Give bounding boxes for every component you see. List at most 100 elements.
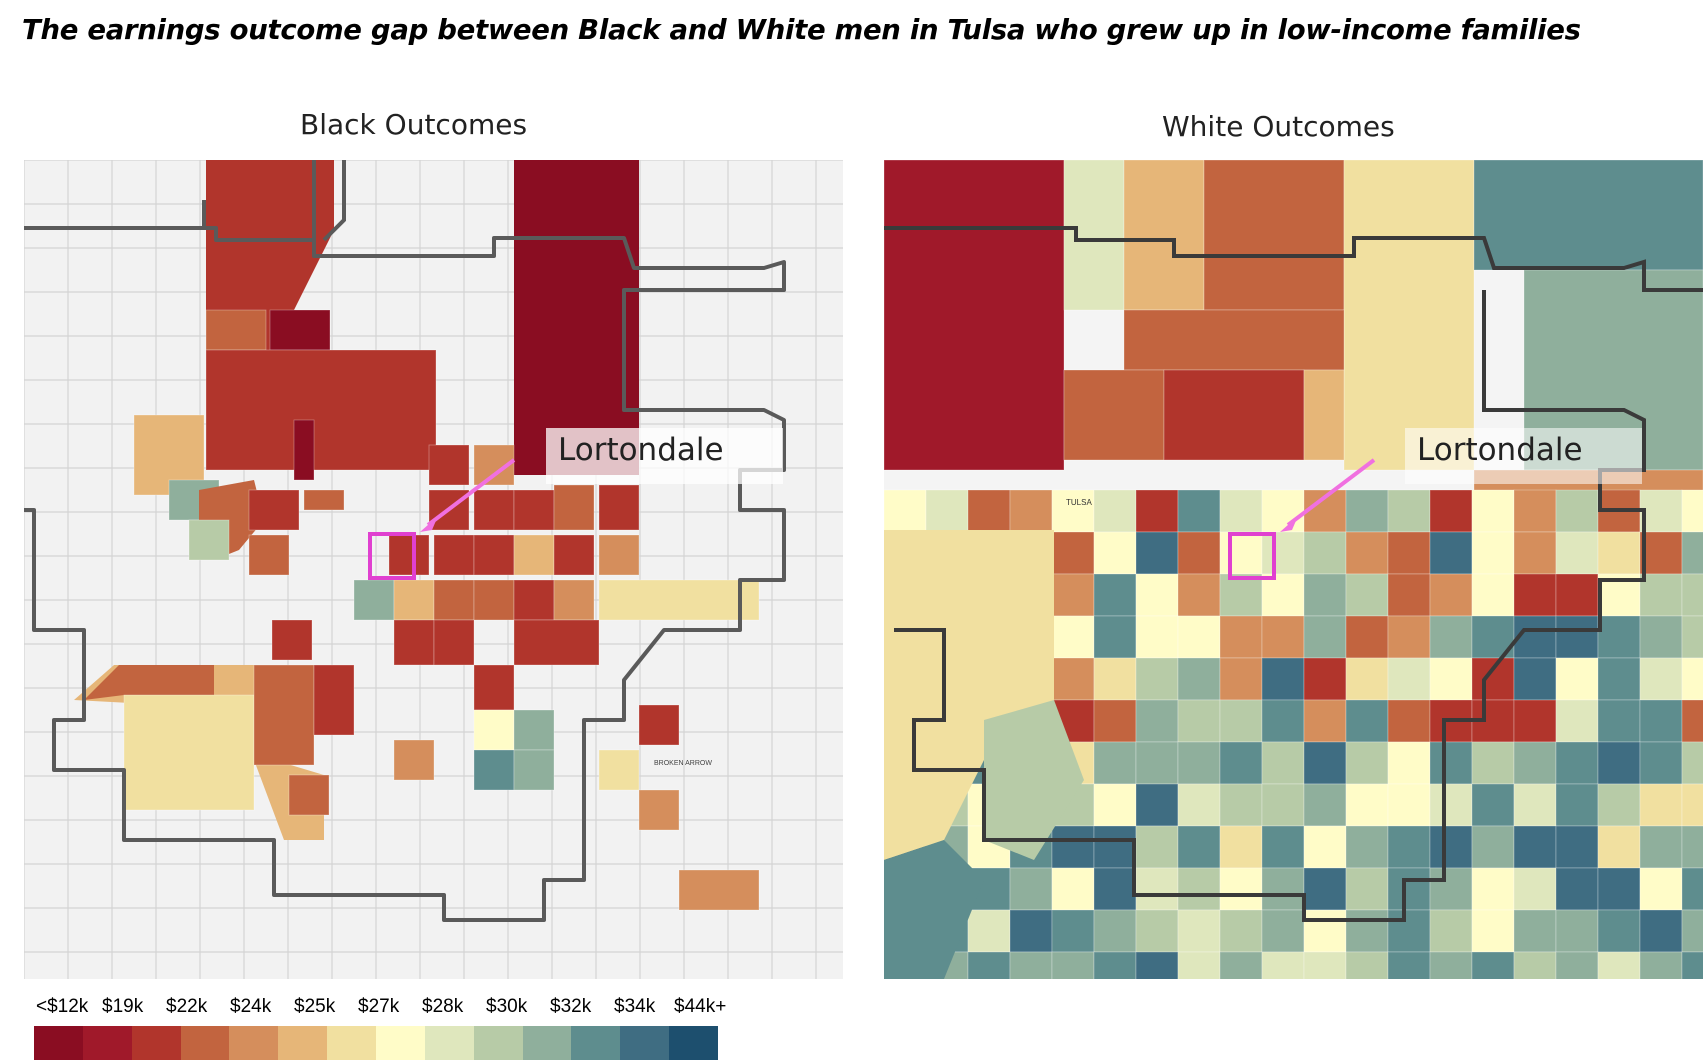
legend-swatch: [473, 1026, 523, 1060]
legend-swatch: [278, 1026, 328, 1060]
tract-cell: [1681, 615, 1703, 659]
tract-cell: [1681, 657, 1703, 701]
legend-label: $28k: [422, 996, 464, 1017]
tract-cell: [1639, 699, 1683, 743]
tract-cell: [1387, 615, 1431, 659]
tract-cell: [1177, 615, 1221, 659]
tulsa-label: TULSA: [1066, 498, 1092, 507]
legend-label: $32k: [550, 996, 592, 1017]
tract-cell: [433, 534, 475, 576]
tract-cell: [638, 789, 680, 831]
tract-cell: [1429, 657, 1473, 701]
tract-cell: [1429, 489, 1473, 533]
tract-cell: [1429, 867, 1473, 911]
tract-cell: [1345, 699, 1389, 743]
tract-cell: [1135, 783, 1179, 827]
tract-cell: [1429, 825, 1473, 869]
tract-cell: [473, 709, 515, 751]
tract-cell: [1597, 531, 1641, 575]
tract-cell: [967, 489, 1011, 533]
tract-cell: [1303, 615, 1347, 659]
tract-cell: [678, 869, 760, 911]
tract-cell: [1345, 573, 1389, 617]
arrow-head: [420, 516, 438, 532]
black-outcomes-map[interactable]: BROKEN ARROW: [24, 160, 843, 979]
tract-cell: [1123, 309, 1345, 371]
callout-arrow: [426, 458, 516, 527]
tract-cell: [1261, 741, 1305, 785]
tract-cell: [1639, 951, 1683, 979]
tract-cell: [1345, 615, 1389, 659]
tract-cell: [1387, 867, 1431, 911]
tract-cell: [1387, 825, 1431, 869]
tract-cell: [1387, 951, 1431, 979]
tract-cell: [513, 489, 555, 531]
tract-cell: [393, 579, 435, 621]
legend-swatch: [522, 1026, 572, 1060]
tract-cell: [1177, 741, 1221, 785]
tract-cell: [1135, 825, 1179, 869]
tract-cell: [1051, 615, 1095, 659]
black-map-canvas: BROKEN ARROW: [24, 160, 843, 979]
tract-cell: [388, 534, 430, 576]
tract-cell: [513, 709, 555, 751]
tract-cell: [1219, 573, 1263, 617]
tract-cell: [1513, 531, 1557, 575]
tract-cell: [1219, 951, 1263, 979]
tract-cell: [1387, 531, 1431, 575]
tract-cell: [1345, 741, 1389, 785]
tract-cell: [1135, 909, 1179, 953]
white-outcomes-map[interactable]: TULSA: [884, 160, 1703, 979]
tract-cell: [1051, 657, 1095, 701]
tract-cell: [1093, 615, 1137, 659]
tract-cell: [1513, 951, 1557, 979]
tract-cell: [1471, 741, 1515, 785]
tract-cell: [1261, 531, 1305, 575]
black-outcomes-title: Black Outcomes: [300, 108, 528, 141]
tract-cell: [1051, 909, 1095, 953]
tract-cell: [513, 534, 555, 576]
tract-cell: [1639, 741, 1683, 785]
tract-cell: [884, 160, 1065, 471]
tract-cell: [1135, 741, 1179, 785]
arrow-head: [1280, 516, 1298, 532]
tract-cell: [1555, 573, 1599, 617]
tract-cell: [1093, 573, 1137, 617]
tract-cell: [1135, 531, 1179, 575]
legend-label: $34k: [614, 996, 656, 1017]
tract-cell: [513, 749, 555, 791]
tract-cell: [1093, 909, 1137, 953]
tract-cell: [1387, 783, 1431, 827]
tract-cell: [1681, 867, 1703, 911]
tract-cell: [1093, 657, 1137, 701]
figure-title: The earnings outcome gap between Black a…: [22, 14, 1581, 46]
tract-cell: [1597, 783, 1641, 827]
tract-cell: [1303, 867, 1347, 911]
tract-cell: [293, 419, 315, 481]
tract-cell: [1219, 699, 1263, 743]
tract-cell: [1597, 615, 1641, 659]
legend-label: $24k: [230, 996, 272, 1017]
tract-cell: [1303, 951, 1347, 979]
tract-cell: [1123, 160, 1205, 311]
lortondale-highlight: [368, 532, 416, 580]
tract-cell: [1681, 951, 1703, 979]
tract-cell: [1345, 909, 1389, 953]
tract-cell: [1681, 741, 1703, 785]
tract-cell: [1471, 951, 1515, 979]
tract-cell: [303, 489, 345, 511]
tract-cell: [433, 619, 475, 666]
tract-cell: [553, 534, 595, 576]
tract-cell: [1555, 783, 1599, 827]
legend-swatch: [229, 1026, 279, 1060]
tract-cell: [1177, 699, 1221, 743]
tract-cell: [1555, 531, 1599, 575]
tract-cell: [513, 619, 600, 666]
legend-label: $19k: [102, 996, 144, 1017]
tract-cell: [1555, 825, 1599, 869]
tract-cell: [1051, 489, 1095, 533]
tract-cell: [1219, 615, 1263, 659]
tract-cell: [1303, 783, 1347, 827]
tract-cell: [1681, 489, 1703, 533]
tract-cell: [1639, 909, 1683, 953]
